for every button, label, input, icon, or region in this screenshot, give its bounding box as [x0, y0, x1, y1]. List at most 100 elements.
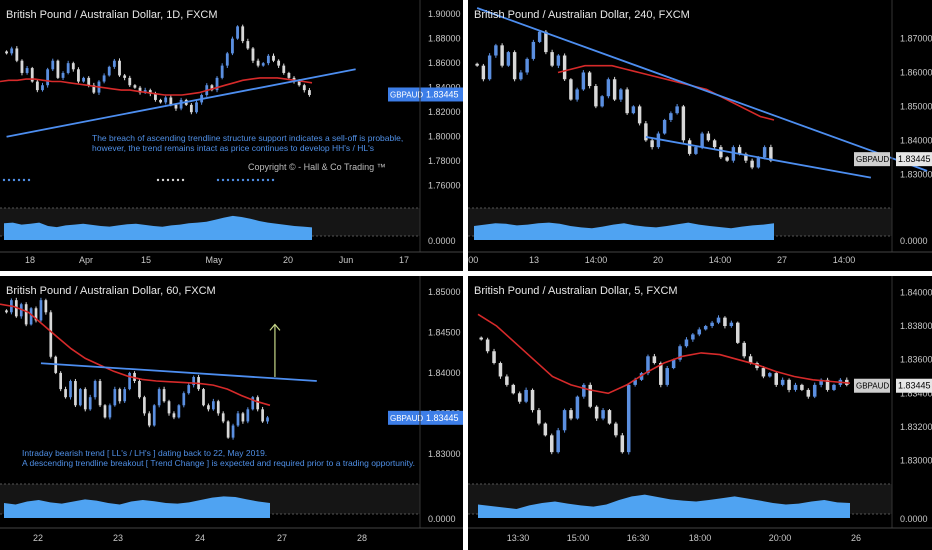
candle-body: [77, 69, 80, 82]
trendline[interactable]: [6, 68, 356, 138]
candle-body: [601, 410, 605, 419]
candle-body: [825, 379, 830, 390]
candle-body: [207, 405, 210, 410]
panel-divider-horizontal[interactable]: [0, 271, 932, 276]
indicator-dot: [181, 178, 185, 182]
chart-title: British Pound / Australian Dollar, 60, F…: [6, 285, 216, 297]
candle-body: [162, 389, 166, 402]
indicator-dot: [236, 178, 240, 182]
candle-body: [687, 140, 692, 154]
candle-body: [25, 68, 29, 73]
candle-body: [177, 405, 181, 418]
up-arrow-head[interactable]: [269, 323, 281, 331]
candle-body: [756, 157, 761, 168]
candle-body: [308, 90, 311, 96]
candle-body: [236, 413, 240, 426]
y-tick-label: 1.84000: [428, 368, 461, 378]
candle-body: [211, 401, 215, 410]
copyright-text: Copyright © - Hall & Co Trading ™: [248, 162, 386, 172]
candle-body: [498, 363, 503, 377]
x-tick-label: 14:00: [833, 255, 856, 265]
moving-average-line: [0, 303, 271, 407]
y-tick-label: 1.84000: [900, 135, 932, 145]
x-tick-label: 23: [113, 533, 123, 543]
candle-body: [485, 339, 490, 352]
candle-body: [671, 359, 676, 369]
candle-body: [606, 79, 611, 97]
candle-body: [187, 385, 191, 394]
candle-body: [272, 55, 275, 61]
candle-body: [819, 379, 823, 385]
candle-body: [656, 133, 661, 148]
candle-body: [742, 342, 746, 357]
candle-body: [506, 52, 511, 66]
candle-body: [612, 79, 617, 100]
candle-body: [241, 26, 245, 42]
candle-body: [112, 60, 116, 67]
candle-body: [562, 55, 567, 80]
x-tick-label: 27: [777, 255, 787, 265]
symbol-label: GBPAUD: [390, 414, 423, 423]
y-tick-label: 1.78000: [428, 156, 461, 166]
indicator-dot: [27, 178, 31, 182]
candle-body: [167, 401, 171, 414]
oscillator-area: [4, 215, 312, 240]
indicator-dot: [261, 178, 265, 182]
candle-body: [620, 435, 625, 453]
candle-body: [631, 106, 636, 114]
chart-240-svg[interactable]: 1.87000 1.86000 1.85000 1.84000 1.83000 GBPAU…: [468, 0, 932, 271]
x-tick-label: 13: [529, 255, 539, 265]
candle-body: [152, 405, 156, 426]
trendline[interactable]: [476, 7, 928, 172]
chart-panel-60[interactable]: 1.850001.845001.840001.835001.83000GBPAU…: [0, 276, 463, 550]
x-tick-label: 22: [33, 533, 43, 543]
candle-body: [138, 87, 142, 93]
symbol-label-box: [854, 152, 890, 167]
candle-body: [287, 72, 291, 78]
candle-body: [51, 60, 55, 70]
candle-body: [703, 326, 708, 330]
x-tick-label: 20: [283, 255, 293, 265]
candle-body: [659, 363, 663, 385]
candle-body: [524, 389, 528, 402]
candle-body: [169, 97, 173, 105]
candle-body: [236, 26, 239, 39]
chart-60-svg[interactable]: 1.850001.845001.840001.835001.83000GBPAU…: [0, 276, 463, 550]
indicator-dot: [156, 178, 160, 182]
candle-body: [59, 372, 63, 390]
oscillator-area: [4, 496, 270, 518]
osc-tick-label: 0.0000: [428, 236, 456, 246]
chart-1d-svg[interactable]: 1.900001.880001.860001.840001.820001.800…: [0, 0, 463, 271]
chart-5-svg[interactable]: 1.84000 1.83800 1.83600 1.83400 1.83200 1.830…: [468, 276, 932, 550]
chart-panel-5[interactable]: 1.84000 1.83800 1.83600 1.83400 1.83200 1.830…: [468, 276, 932, 550]
candle-body: [93, 381, 97, 398]
indicator-dot: [241, 178, 245, 182]
candle-body: [594, 86, 598, 107]
candle-body: [626, 384, 631, 453]
symbol-label-box: [854, 378, 890, 393]
chart-panel-240[interactable]: 1.87000 1.86000 1.85000 1.84000 1.83000 GBPAU…: [468, 0, 932, 271]
candle-body: [226, 421, 230, 438]
trendline[interactable]: [40, 362, 317, 382]
x-tick-label: 18:00: [689, 533, 712, 543]
y-tick-label: 1.83600: [900, 355, 932, 365]
x-tick-label: 14:00: [709, 255, 732, 265]
candle-body: [15, 48, 19, 61]
candle-body: [143, 397, 146, 414]
candle-body: [83, 389, 87, 410]
candle-body: [113, 389, 117, 406]
candle-body: [678, 346, 682, 360]
candle-body: [487, 55, 492, 80]
candle-body: [118, 389, 122, 402]
trendline[interactable]: [645, 136, 872, 179]
chart-panel-1d[interactable]: 1.900001.880001.860001.840001.820001.800…: [0, 0, 463, 271]
candle-body: [159, 99, 162, 103]
y-tick-label: 1.88000: [428, 34, 461, 44]
indicator-dot: [221, 178, 225, 182]
candle-body: [24, 304, 28, 325]
candle-body: [731, 147, 736, 161]
x-tick-label: 15:00: [567, 533, 590, 543]
candle-body: [812, 384, 817, 397]
indicator-dot: [12, 178, 16, 182]
price-label: 1.83445: [898, 381, 931, 391]
